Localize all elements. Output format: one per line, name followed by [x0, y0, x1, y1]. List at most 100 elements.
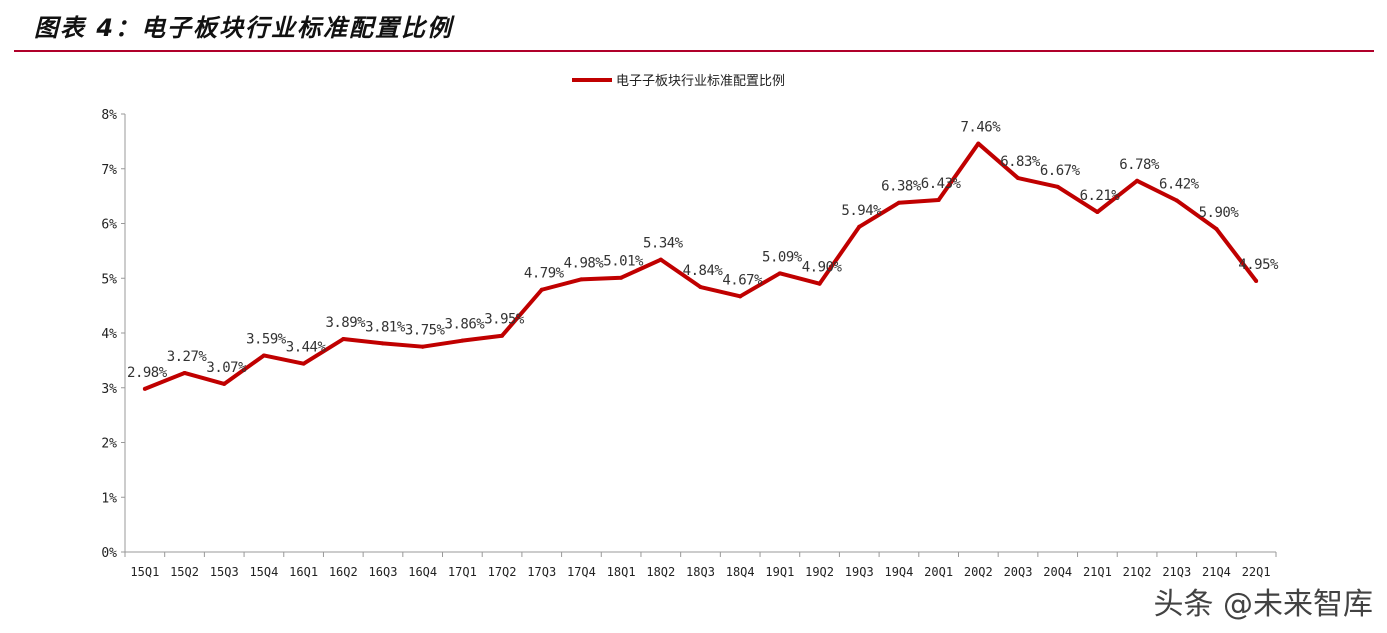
data-label: 6.78%	[1119, 157, 1160, 173]
data-point	[1174, 198, 1179, 203]
data-label: 5.90%	[1199, 205, 1240, 221]
data-label: 6.67%	[1040, 163, 1081, 179]
data-point	[420, 344, 425, 349]
x-tick-label: 20Q4	[1043, 565, 1072, 579]
y-tick-label: 0%	[101, 546, 117, 561]
data-label: 4.79%	[524, 266, 565, 282]
x-tick-label: 17Q4	[567, 565, 596, 579]
x-tick-label: 15Q4	[249, 565, 278, 579]
x-tick-label: 18Q4	[726, 565, 755, 579]
data-point	[460, 338, 465, 343]
x-tick-label: 15Q3	[210, 565, 239, 579]
data-point	[1254, 278, 1259, 283]
data-point	[896, 200, 901, 205]
data-label: 3.86%	[445, 317, 486, 333]
x-tick-label: 17Q3	[527, 565, 556, 579]
y-tick-label: 4%	[101, 327, 117, 342]
data-point	[1214, 226, 1219, 231]
x-tick-label: 17Q1	[448, 565, 477, 579]
data-point	[777, 271, 782, 276]
data-label: 5.01%	[603, 254, 644, 270]
figure-title: 图表 4：电子板块行业标准配置比例	[34, 14, 454, 42]
data-point	[341, 337, 346, 342]
data-label: 5.94%	[841, 203, 882, 219]
data-point	[936, 197, 941, 202]
x-tick-label: 20Q1	[924, 565, 953, 579]
data-point	[658, 257, 663, 262]
data-label: 4.98%	[564, 255, 605, 271]
data-label: 4.90%	[802, 260, 843, 276]
data-label: 6.42%	[1159, 177, 1200, 193]
data-point	[1135, 178, 1140, 183]
data-label: 3.95%	[484, 312, 525, 328]
data-label: 5.09%	[762, 249, 803, 265]
data-label: 6.83%	[1000, 154, 1041, 170]
data-label: 3.27%	[167, 349, 208, 365]
data-point	[1016, 176, 1021, 181]
data-label: 7.46%	[960, 120, 1001, 136]
data-point	[500, 333, 505, 338]
data-point	[539, 287, 544, 292]
x-tick-label: 19Q1	[765, 565, 794, 579]
x-tick-label: 20Q3	[1004, 565, 1033, 579]
x-tick-label: 21Q2	[1123, 565, 1152, 579]
data-point	[738, 294, 743, 299]
y-tick-label: 1%	[101, 491, 117, 506]
data-label: 3.81%	[365, 319, 406, 335]
data-label: 3.07%	[206, 360, 247, 376]
data-label: 3.89%	[325, 315, 366, 331]
data-point	[857, 224, 862, 229]
data-label: 3.44%	[286, 340, 327, 356]
x-tick-label: 16Q2	[329, 565, 358, 579]
x-tick-label: 18Q1	[607, 565, 636, 579]
data-point	[142, 386, 147, 391]
x-tick-label: 16Q3	[369, 565, 398, 579]
legend-label: 电子子板块行业标准配置比例	[616, 74, 785, 89]
y-tick-label: 2%	[101, 437, 117, 452]
x-tick-label: 22Q1	[1242, 565, 1271, 579]
x-tick-label: 15Q1	[130, 565, 159, 579]
y-tick-label: 6%	[101, 218, 117, 233]
data-point	[182, 370, 187, 375]
data-label: 3.75%	[405, 323, 446, 339]
x-tick-label: 18Q3	[686, 565, 715, 579]
data-label: 6.38%	[881, 179, 922, 195]
data-point	[976, 141, 981, 146]
data-label: 6.21%	[1080, 188, 1121, 204]
data-label: 6.43%	[921, 176, 962, 192]
watermark: 头条 @未来智库	[1153, 587, 1373, 622]
y-tick-label: 3%	[101, 382, 117, 397]
x-tick-label: 16Q4	[408, 565, 437, 579]
x-tick-label: 16Q1	[289, 565, 318, 579]
data-point	[380, 341, 385, 346]
data-label: 5.34%	[643, 236, 684, 252]
data-point	[817, 281, 822, 286]
x-tick-label: 19Q3	[845, 565, 874, 579]
x-tick-label: 21Q1	[1083, 565, 1112, 579]
data-label: 2.98%	[127, 365, 168, 381]
data-point	[1095, 210, 1100, 215]
data-label: 3.59%	[246, 331, 287, 347]
x-tick-label: 15Q2	[170, 565, 199, 579]
data-label: 4.67%	[722, 272, 763, 288]
data-point	[698, 285, 703, 290]
x-tick-label: 19Q2	[805, 565, 834, 579]
y-tick-label: 7%	[101, 163, 117, 178]
data-label: 4.95%	[1238, 257, 1279, 273]
data-point	[579, 277, 584, 282]
x-tick-label: 20Q2	[964, 565, 993, 579]
y-tick-label: 8%	[101, 108, 117, 123]
data-label: 4.84%	[683, 263, 724, 279]
data-point	[261, 353, 266, 358]
data-point	[222, 381, 227, 386]
data-point	[301, 361, 306, 366]
data-point	[1055, 184, 1060, 189]
x-tick-label: 21Q3	[1162, 565, 1191, 579]
x-tick-label: 18Q2	[646, 565, 675, 579]
x-tick-label: 21Q4	[1202, 565, 1231, 579]
title-divider	[14, 50, 1374, 52]
data-point	[619, 275, 624, 280]
y-tick-label: 5%	[101, 272, 117, 287]
x-tick-label: 17Q2	[488, 565, 517, 579]
